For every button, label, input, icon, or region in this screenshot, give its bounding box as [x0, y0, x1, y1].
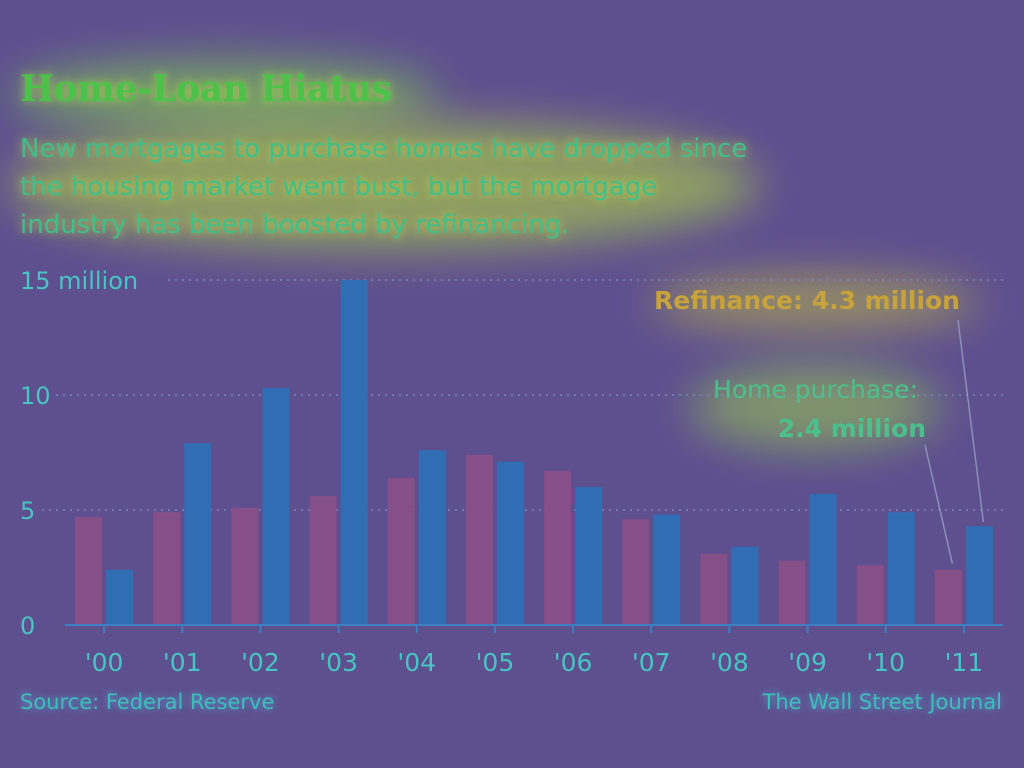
purchase-annotation-line1: Home purchase:: [713, 375, 918, 404]
y-tick-label-2: 10: [20, 382, 51, 410]
publisher-credit: The Wall Street Journal: [762, 690, 1002, 714]
bar-refinance-7: [653, 514, 681, 625]
bar-purchase-7: [622, 519, 650, 625]
bar-purchase-9: [778, 560, 806, 625]
axis-layer: 0 5 10 15 million '00 '01 '02 '03 '04 '05 '06 '07 '0…: [20, 267, 1003, 677]
bar-refinance-9: [809, 493, 837, 625]
bar-refinance-3: [340, 280, 368, 625]
x-tick-label-9: '09: [788, 648, 827, 677]
source-note: Source: Federal Reserve: [20, 690, 275, 714]
x-tick-label-0: '00: [85, 648, 124, 677]
bar-purchase-2: [231, 507, 259, 625]
bar-refinance-4: [418, 450, 446, 625]
annotation-layer: Refinance: 4.3 million Home purchase: 2.4 …: [654, 286, 985, 564]
bar-refinance-0: [106, 569, 134, 625]
glow-subtitle: [10, 120, 760, 250]
x-tick-label-4: '04: [397, 648, 436, 677]
bar-purchase-10: [856, 565, 884, 625]
bar-purchase-11: [934, 569, 962, 625]
bar-refinance-1: [184, 443, 212, 625]
bar-purchase-3: [309, 496, 337, 625]
bar-purchase-4: [387, 477, 415, 625]
purchase-annotation-line2: 2.4 million: [778, 414, 926, 443]
x-tick-label-1: '01: [163, 648, 202, 677]
purchase-leader-line: [924, 444, 954, 564]
x-tick-label-10: '10: [866, 648, 905, 677]
y-tick-label-3: 15 million: [20, 267, 138, 295]
x-tick-label-3: '03: [319, 648, 358, 677]
x-tick-label-2: '02: [241, 648, 280, 677]
refinance-annotation: Refinance: 4.3 million: [654, 286, 960, 315]
bar-purchase-8: [700, 553, 728, 625]
bar-purchase-0: [75, 516, 103, 625]
bar-refinance-11: [965, 526, 993, 625]
bar-purchase-5: [465, 454, 493, 625]
glow-title: [10, 60, 440, 130]
bar-refinance-2: [262, 388, 290, 625]
x-tick-label-8: '08: [710, 648, 749, 677]
bar-refinance-6: [575, 487, 603, 625]
x-tick-label-7: '07: [632, 648, 671, 677]
bar-purchase-6: [544, 470, 572, 625]
bar-purchase-1: [153, 512, 181, 625]
x-tick-label-6: '06: [554, 648, 593, 677]
bar-refinance-5: [496, 461, 524, 625]
glow-purchase: [690, 365, 940, 450]
chart-title: Home-Loan Hiatus: [20, 68, 392, 110]
x-tick-label-11: '11: [945, 648, 984, 677]
bars-layer: [75, 280, 993, 625]
chart-subtitle: New mortgages to purchase homes have dro…: [20, 134, 748, 240]
glow-refinance: [650, 275, 980, 330]
bar-refinance-10: [887, 512, 915, 625]
refinance-leader-line: [957, 319, 985, 523]
y-tick-label-1: 5: [20, 497, 35, 525]
bar-refinance-8: [731, 546, 759, 625]
x-tick-label-5: '05: [476, 648, 515, 677]
y-tick-label-0: 0: [20, 612, 35, 640]
